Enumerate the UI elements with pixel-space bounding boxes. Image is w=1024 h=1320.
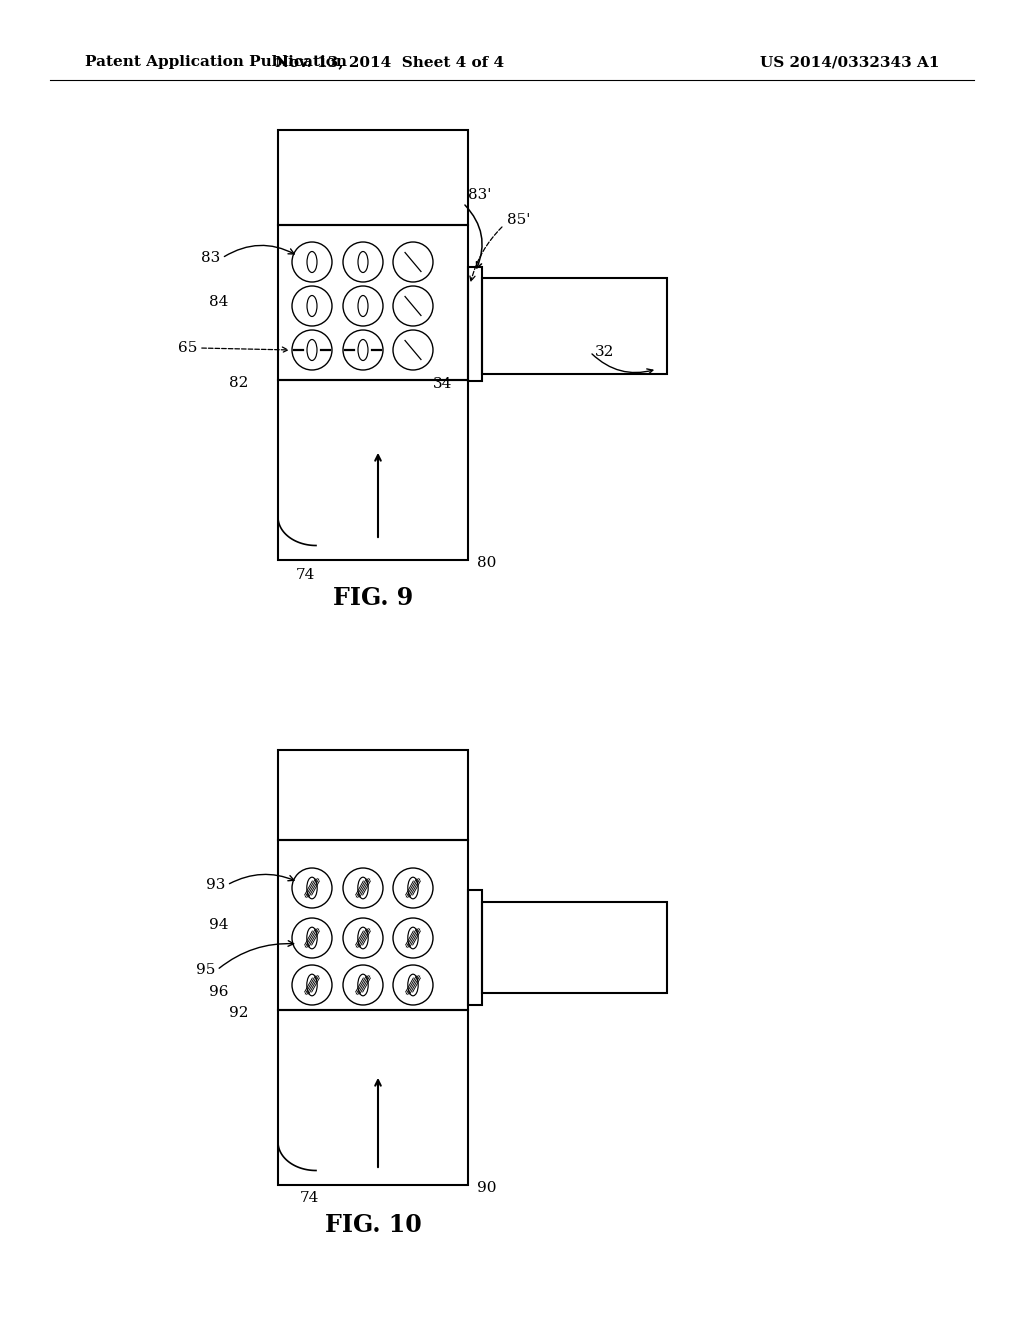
Text: 34: 34: [433, 378, 453, 391]
Text: 95: 95: [196, 964, 215, 977]
Text: 83: 83: [201, 251, 220, 265]
Bar: [278, 1010, 468, 1185]
Bar: [482, 279, 667, 374]
Text: 94: 94: [209, 917, 228, 932]
Text: 85': 85': [507, 213, 530, 227]
Text: 92: 92: [228, 1006, 248, 1020]
Bar: [278, 840, 468, 1010]
Text: Nov. 13, 2014  Sheet 4 of 4: Nov. 13, 2014 Sheet 4 of 4: [275, 55, 505, 69]
Text: Patent Application Publication: Patent Application Publication: [85, 55, 347, 69]
Text: US 2014/0332343 A1: US 2014/0332343 A1: [761, 55, 940, 69]
Text: 96: 96: [209, 985, 228, 999]
Text: 74: 74: [300, 1191, 319, 1205]
Text: 84: 84: [209, 294, 228, 309]
Text: 83': 83': [468, 187, 492, 202]
Text: 93: 93: [206, 878, 225, 892]
Bar: [482, 902, 667, 993]
Bar: [278, 129, 468, 224]
Text: 74: 74: [296, 568, 315, 582]
Bar: [278, 224, 468, 380]
Text: 82: 82: [228, 376, 248, 389]
Bar: [278, 380, 468, 560]
Text: 80: 80: [477, 556, 497, 570]
Bar: [468, 267, 482, 381]
Text: FIG. 10: FIG. 10: [325, 1213, 421, 1237]
Bar: [468, 890, 482, 1005]
Text: 90: 90: [477, 1181, 497, 1195]
Text: 65: 65: [177, 341, 197, 355]
Bar: [278, 750, 468, 840]
Text: 32: 32: [595, 345, 614, 359]
Text: FIG. 9: FIG. 9: [333, 586, 413, 610]
